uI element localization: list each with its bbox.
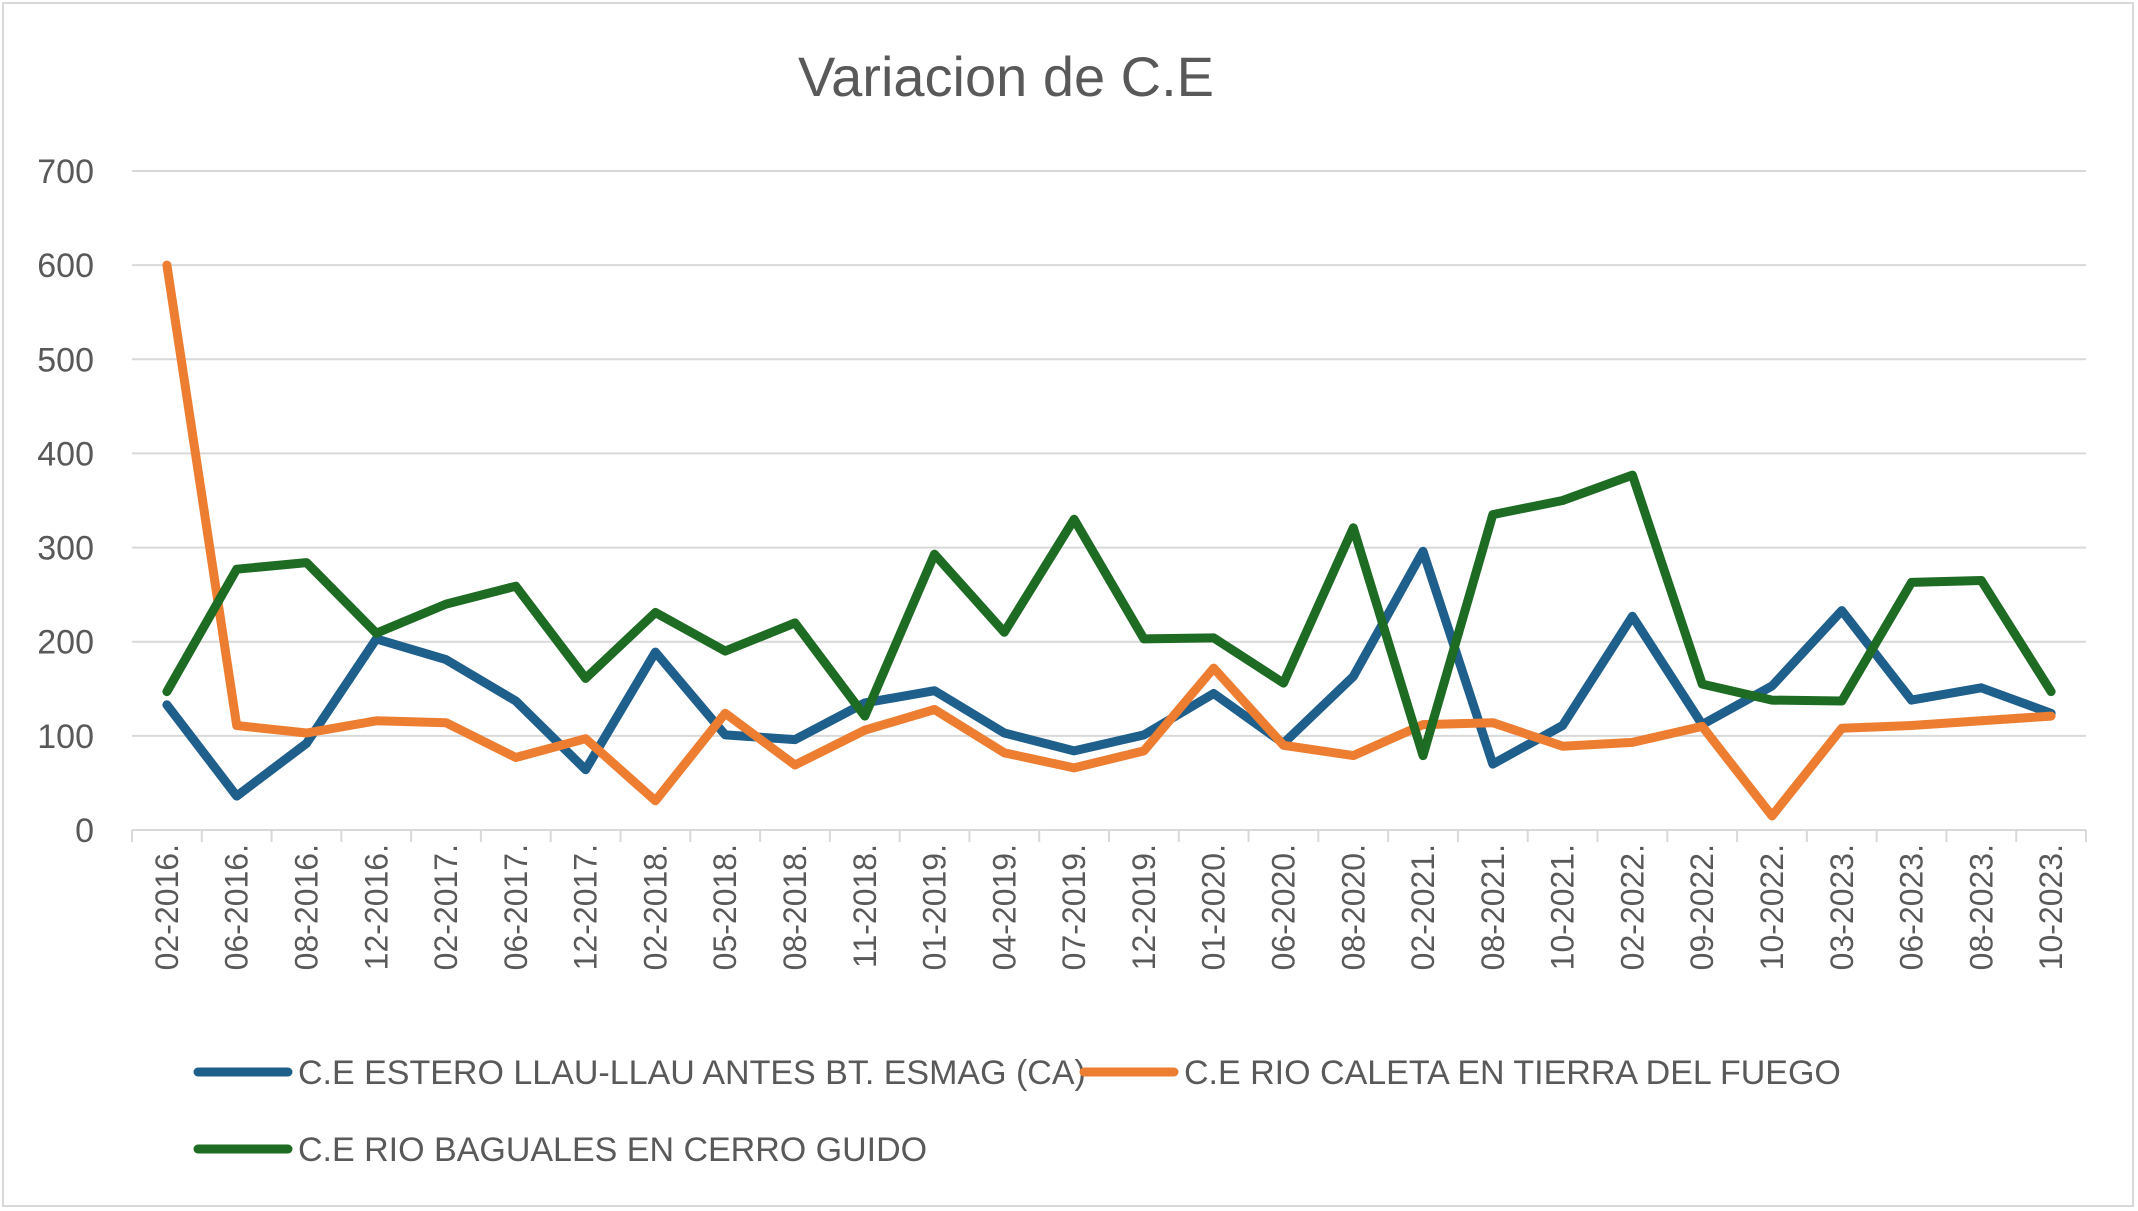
x-tick-label: 10-2022. — [1754, 844, 1790, 970]
x-tick-label: 06-2020. — [1265, 844, 1301, 970]
legend-label-1: C.E ESTERO LLAU-LLAU ANTES BT. ESMAG (CA… — [298, 1054, 1086, 1092]
y-tick-label: 400 — [37, 435, 94, 473]
y-tick-label: 0 — [75, 812, 94, 850]
x-axis: 02-2016. 06-2016. 08-2016. 12-2016. 02-2017.… — [131, 829, 2087, 970]
x-tick-label: 08-2018. — [777, 844, 813, 970]
x-tick-label: 09-2022. — [1684, 844, 1720, 970]
chart-title: Variacion de C.E — [798, 45, 1214, 108]
x-tick-label: 08-2020. — [1335, 844, 1371, 970]
y-axis: 0 100 200 300 400 500 600 700 — [37, 153, 94, 850]
x-tick-label: 01-2019. — [917, 844, 953, 970]
x-tick-label: 12-2017. — [568, 844, 604, 970]
y-tick-label: 700 — [37, 153, 94, 191]
series-line-3 — [162, 470, 2056, 761]
x-tick-label: 08-2021. — [1475, 844, 1511, 970]
x-tick-label: 08-2016. — [288, 844, 324, 970]
x-tick-label: 05-2018. — [707, 844, 743, 970]
x-tick-label: 01-2020. — [1196, 844, 1232, 970]
series-lines — [162, 260, 2056, 821]
x-tick-label: 11-2018. — [847, 844, 883, 968]
x-tick-label: 08-2023. — [1963, 844, 1999, 970]
x-tick-label: 07-2019. — [1056, 844, 1092, 970]
x-tick-label: 02-2016. — [149, 844, 185, 970]
y-tick-label: 600 — [37, 247, 94, 285]
x-tick-label: 06-2017. — [498, 844, 534, 970]
x-tick-label: 02-2022. — [1614, 844, 1650, 970]
x-tick-label: 10-2021. — [1545, 844, 1581, 970]
x-tick-label: 10-2023. — [2033, 844, 2069, 970]
x-tick-label: 06-2016. — [219, 844, 255, 970]
gridlines — [132, 170, 2086, 737]
series-line-2 — [162, 260, 2056, 821]
series-line-1 — [162, 546, 2056, 801]
legend-label-3: C.E RIO BAGUALES EN CERRO GUIDO — [298, 1131, 927, 1169]
x-tick-label: 03-2023. — [1824, 844, 1860, 970]
legend-label-2: C.E RIO CALETA EN TIERRA DEL FUEGO — [1184, 1054, 1841, 1092]
x-tick-label: 12-2019. — [1126, 844, 1162, 970]
x-tick-label: 12-2016. — [358, 844, 394, 970]
legend: C.E ESTERO LLAU-LLAU ANTES BT. ESMAG (CA… — [193, 1054, 1841, 1169]
y-tick-label: 200 — [37, 624, 94, 662]
x-tick-label: 02-2021. — [1405, 844, 1441, 970]
y-tick-label: 500 — [37, 341, 94, 379]
x-tick-label: 02-2018. — [637, 844, 673, 970]
x-tick-label: 02-2017. — [428, 844, 464, 970]
x-tick-label: 04-2019. — [986, 844, 1022, 970]
y-tick-label: 100 — [37, 718, 94, 756]
y-tick-label: 300 — [37, 530, 94, 568]
x-tick-label: 06-2023. — [1894, 844, 1930, 970]
